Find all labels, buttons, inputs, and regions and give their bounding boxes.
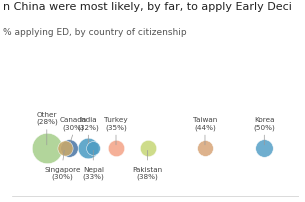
Point bbox=[262, 146, 267, 149]
Point bbox=[113, 146, 118, 149]
Text: Taiwan
(44%): Taiwan (44%) bbox=[193, 117, 217, 130]
Text: n China were most likely, by far, to apply Early Deci: n China were most likely, by far, to app… bbox=[3, 2, 292, 12]
Text: India
(32%): India (32%) bbox=[77, 117, 99, 130]
Text: Canada
(30%): Canada (30%) bbox=[60, 117, 87, 130]
Point bbox=[145, 146, 150, 149]
Text: Singapore
(30%): Singapore (30%) bbox=[44, 166, 81, 179]
Text: Korea
(50%): Korea (50%) bbox=[253, 117, 275, 130]
Point bbox=[86, 146, 91, 149]
Text: Pakistan
(38%): Pakistan (38%) bbox=[133, 166, 163, 179]
Text: % applying ED, by country of citizenship: % applying ED, by country of citizenship bbox=[3, 28, 187, 37]
Text: Nepal
(33%): Nepal (33%) bbox=[82, 166, 104, 179]
Point bbox=[203, 146, 207, 149]
Text: Turkey
(35%): Turkey (35%) bbox=[104, 117, 128, 130]
Text: Other
(28%): Other (28%) bbox=[36, 111, 58, 125]
Point bbox=[91, 146, 96, 149]
Point bbox=[62, 146, 67, 149]
Point bbox=[44, 146, 49, 149]
Point bbox=[66, 146, 71, 149]
